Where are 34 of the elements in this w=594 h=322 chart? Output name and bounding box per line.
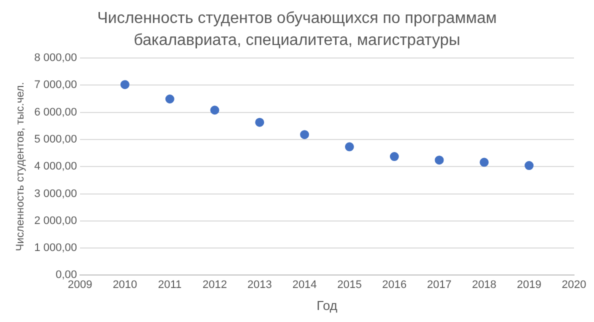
y-tick-label: 2 000,00 xyxy=(34,214,78,227)
y-tick-label: 8 000,00 xyxy=(34,52,78,64)
y-tick-label: 5 000,00 xyxy=(34,133,78,146)
point xyxy=(390,152,399,162)
point xyxy=(255,118,264,127)
point xyxy=(165,94,174,104)
y-tick-label: 3 000,00 xyxy=(34,188,78,200)
point xyxy=(480,158,489,167)
x-tick-label: 2013 xyxy=(247,278,272,291)
point xyxy=(524,161,534,170)
x-axis-title: Год xyxy=(316,298,338,313)
point xyxy=(434,156,444,165)
point xyxy=(210,106,220,115)
y-tick-label: 1 000,00 xyxy=(34,242,78,254)
x-tick-label: 2016 xyxy=(382,278,407,291)
x-tick-label: 2018 xyxy=(472,278,496,291)
x-tick-label: 2010 xyxy=(112,278,138,291)
x-tick-label: 2020 xyxy=(562,278,586,291)
x-tick-label: 2019 xyxy=(516,278,542,291)
x-tick-label: 2014 xyxy=(292,278,317,291)
point xyxy=(120,80,130,90)
y-tick-label: 4 000,00 xyxy=(34,160,78,173)
point xyxy=(344,142,354,152)
y-axis-title: Численность студентов, тыс.чел. xyxy=(14,82,27,252)
x-tick-label: 2009 xyxy=(68,278,92,291)
y-tick-label: 0,00 xyxy=(56,269,78,282)
point xyxy=(300,130,310,140)
x-tick-label: 2015 xyxy=(337,278,362,291)
chart-title: Численность студентов обучающихся по программам бакалавриата, специалитета, магистратуры xyxy=(96,9,498,51)
x-tick-label: 2017 xyxy=(427,278,452,291)
y-tick-label: 6 000,00 xyxy=(34,106,78,118)
x-tick-label: 2011 xyxy=(158,278,182,291)
y-tick-label: 7 000,00 xyxy=(34,79,78,92)
x-tick-label: 2012 xyxy=(202,278,227,291)
